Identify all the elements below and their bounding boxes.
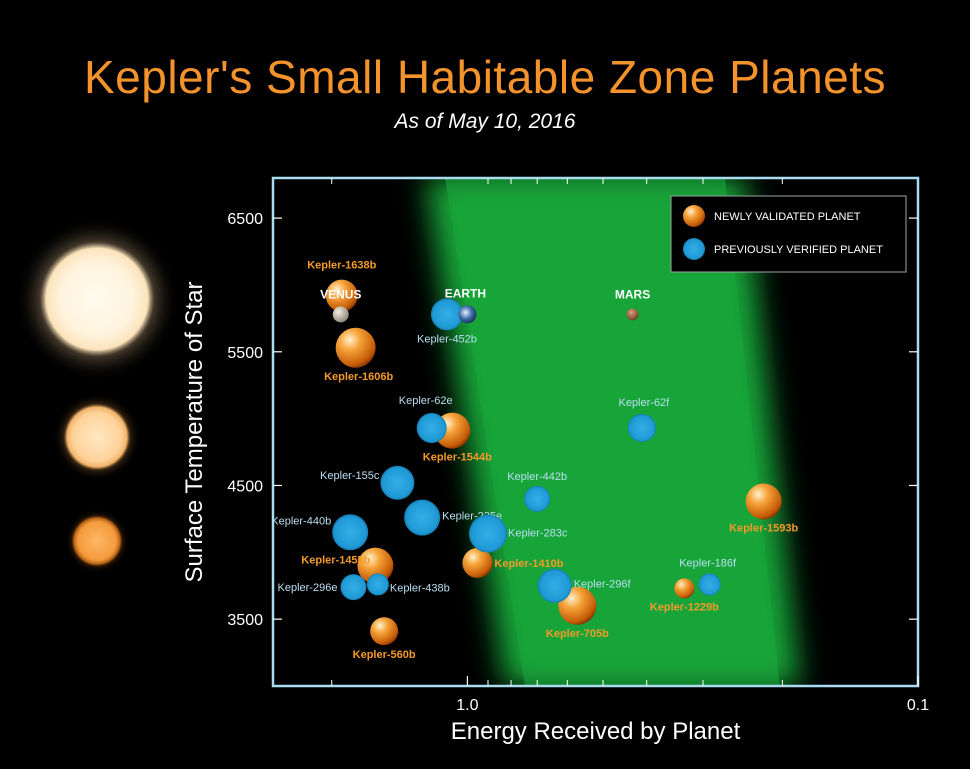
point-kepler-155c [380,465,415,500]
star-size-illustration [15,217,179,573]
label-kepler-438b: Kepler-438b [390,582,450,594]
label-kepler-440b: Kepler-440b [271,515,331,527]
habitable-zone-core [445,178,780,686]
chart-subtitle: As of May 10, 2016 [394,110,576,133]
y-tick-label: 3500 [227,612,263,629]
point-mars [626,308,639,321]
point-kepler-235e [404,499,441,536]
label-kepler-283c: Kepler-283c [508,528,568,540]
label-kepler-1638b: Kepler-1638b [307,260,376,272]
legend-previous-label: PREVIOUSLY VERIFIED PLANET [714,244,883,256]
label-kepler-1455b: Kepler-1455b [301,555,370,567]
y-tick-label: 6500 [227,211,263,228]
label-kepler-1606b: Kepler-1606b [324,371,393,383]
y-tick-label: 4500 [227,478,263,495]
label-kepler-452b: Kepler-452b [417,333,477,345]
legend-new-marker-icon [683,205,705,227]
point-venus [332,306,349,323]
legend-previous-marker-icon [683,238,705,260]
y-axis-label: Surface Temperature of Star [181,281,208,583]
x-tick-label: 0.1 [907,697,929,714]
point-kepler-442b [524,485,551,512]
plot-frame [271,176,920,688]
label-kepler-560b: Kepler-560b [353,649,416,661]
label-kepler-1410b: Kepler-1410b [494,558,563,570]
axes: 6500 5500 4500 3500 1.0 0.1 [227,178,929,714]
label-kepler-296e: Kepler-296e [278,582,338,594]
point-kepler-452b [430,298,463,331]
point-kepler-1593b [745,483,782,520]
point-kepler-1455b [357,547,394,584]
label-kepler-186f: Kepler-186f [679,557,737,569]
point-kepler-186f [698,573,721,596]
point-kepler-1638b [325,279,358,312]
chart-title: Kepler's Small Habitable Zone Planets [83,51,887,103]
x-axis-label: Energy Received by Planet [450,718,741,745]
label-earth: EARTH [445,286,486,300]
label-kepler-1229b: Kepler-1229b [650,601,719,613]
legend-new-label: NEWLY VALIDATED PLANET [714,211,861,223]
point-kepler-440b [332,514,369,551]
star-icon-large [15,217,179,381]
point-kepler-560b [370,617,399,646]
label-kepler-1544b: Kepler-1544b [423,452,492,464]
point-kepler-438b [366,573,389,596]
legend: NEWLY VALIDATED PLANET PREVIOUSLY VERIFI… [670,195,907,273]
label-kepler-705b: Kepler-705b [546,628,609,640]
point-kepler-296e [340,574,367,601]
label-kepler-62f: Kepler-62f [618,397,670,409]
y-tick-label: 5500 [227,345,263,362]
x-tick-label: 1.0 [456,697,478,714]
legend-box [670,195,907,273]
point-kepler-62f [627,413,656,442]
label-kepler-442b: Kepler-442b [507,471,567,483]
point-kepler-1606b [335,327,376,368]
data-points: Kepler-1638b Kepler-1606b Kepler-1544b Kepl… [271,260,798,662]
label-kepler-155c: Kepler-155c [320,470,380,482]
label-venus: VENUS [320,287,361,301]
label-kepler-296f: Kepler-296f [574,579,632,591]
point-earth [458,305,477,324]
point-kepler-1410b [462,548,493,579]
label-kepler-1593b: Kepler-1593b [729,523,798,535]
point-kepler-296f [537,568,572,603]
point-kepler-1229b [674,578,695,599]
star-icon-medium [53,393,141,481]
label-mars: MARS [615,287,650,301]
point-kepler-283c [469,514,507,553]
star-icon-small [65,509,129,573]
point-kepler-62e [416,412,447,443]
label-kepler-62e: Kepler-62e [399,395,453,407]
